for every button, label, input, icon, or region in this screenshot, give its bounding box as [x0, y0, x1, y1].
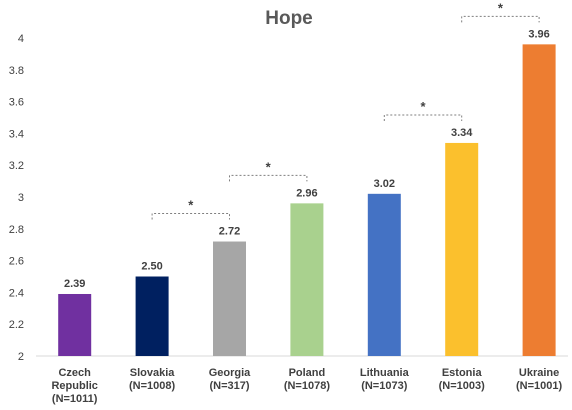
significance-star: * — [266, 159, 272, 174]
data-label: 3.34 — [451, 127, 473, 139]
data-label: 3.02 — [374, 178, 395, 190]
data-label: 2.39 — [64, 278, 85, 290]
category-label: Republic — [51, 380, 97, 392]
category-label: (N=1001) — [516, 380, 563, 392]
data-label: 2.72 — [219, 226, 240, 238]
category-label: (N=1078) — [284, 380, 331, 392]
category-label: Czech — [58, 367, 91, 379]
bar — [522, 44, 556, 357]
y-tick-label: 4 — [18, 33, 24, 45]
bar — [213, 241, 246, 356]
data-label: 2.96 — [296, 187, 317, 199]
y-axis: 2 2.2 2.4 2.6 2.8 3 3.2 3.4 3.6 3.8 4 — [9, 33, 24, 363]
y-tick-label: 3.6 — [9, 97, 24, 109]
category-label: Estonia — [442, 367, 483, 379]
significance-bracket — [461, 15, 540, 23]
category-label: Poland — [289, 367, 326, 379]
significance-bracket — [151, 213, 230, 220]
category-label: Slovakia — [130, 367, 176, 379]
data-label: 2.50 — [141, 261, 162, 273]
category-label: (N=1073) — [361, 380, 408, 392]
bar — [135, 276, 169, 356]
significance-brackets: * * * * — [151, 0, 540, 220]
bars — [58, 44, 556, 357]
y-tick-label: 2.4 — [9, 287, 24, 299]
category-label: Lithuania — [360, 367, 410, 379]
bar — [445, 142, 479, 356]
category-label: Ukraine — [519, 367, 559, 379]
y-tick-label: 3.4 — [9, 128, 24, 140]
data-label: 3.96 — [528, 28, 549, 40]
category-label: (N=1003) — [439, 380, 486, 392]
category-label: (N=1008) — [129, 380, 176, 392]
y-tick-label: 2.8 — [9, 224, 24, 236]
data-labels: 2.39 2.50 2.72 2.96 3.02 3.34 3.96 — [64, 28, 550, 290]
y-tick-label: 2.6 — [9, 256, 24, 268]
chart-title: Hope — [265, 8, 313, 29]
y-tick-label: 3 — [18, 192, 24, 204]
y-tick-label: 2 — [18, 351, 24, 363]
significance-bracket — [229, 174, 308, 182]
significance-star: * — [420, 99, 426, 114]
significance-star: * — [498, 0, 504, 15]
significance-bracket — [383, 114, 463, 121]
significance-star: * — [188, 198, 194, 213]
y-tick-label: 3.8 — [9, 65, 24, 77]
category-label: (N=317) — [209, 380, 249, 392]
category-label: (N=1011) — [52, 393, 98, 405]
bar — [290, 203, 324, 356]
y-tick-label: 3.2 — [9, 160, 24, 172]
bar — [367, 193, 401, 356]
bar — [58, 293, 92, 356]
y-tick-label: 2.2 — [9, 319, 24, 331]
category-label: Georgia — [209, 367, 251, 379]
